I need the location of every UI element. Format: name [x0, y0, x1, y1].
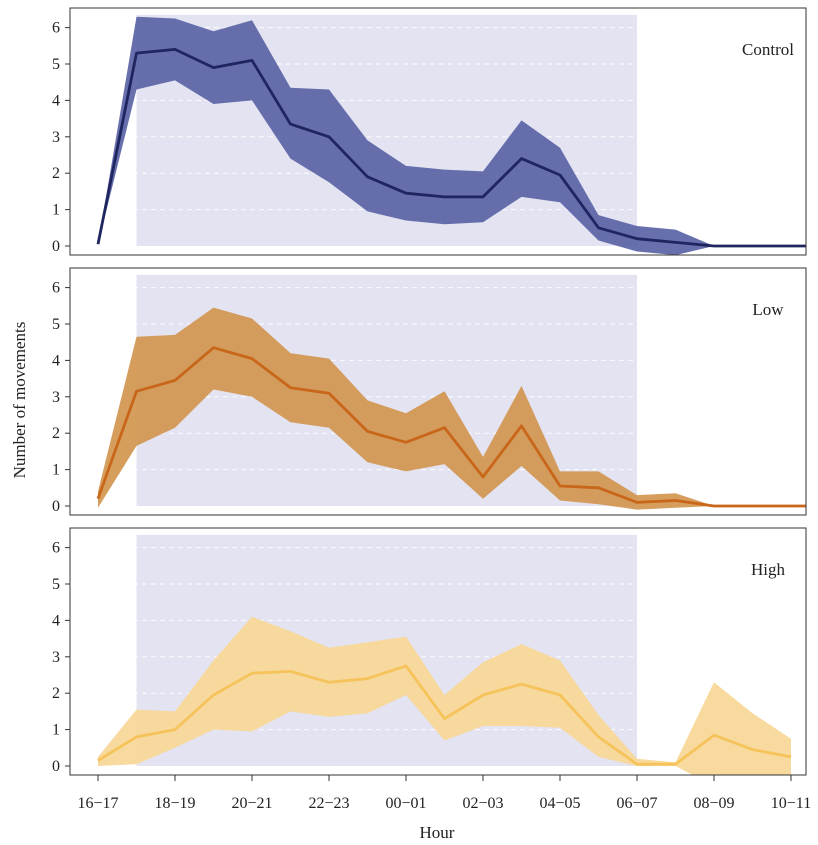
y-tick-label: 5 [52, 316, 60, 333]
y-tick-label: 4 [52, 352, 60, 369]
panel-label: High [751, 560, 786, 579]
x-tick-label: 18−19 [154, 795, 195, 812]
confidence-band [98, 616, 791, 775]
y-tick-label: 2 [52, 165, 60, 182]
y-tick-label: 0 [52, 758, 60, 775]
panel-control: 0 1 2 3 4 5 6 Control [52, 7, 807, 256]
confidence-band [98, 307, 806, 510]
y-tick-label: 3 [52, 649, 60, 666]
panel-label: Control [742, 40, 794, 59]
y-tick-label: 4 [52, 612, 60, 629]
mean-line [96, 48, 806, 248]
confidence-band [98, 16, 806, 255]
x-tick-label: 00−01 [385, 795, 426, 812]
y-tick-label: 2 [52, 685, 60, 702]
x-tick-label: 10−11 [771, 795, 811, 812]
y-tick-label: 3 [52, 389, 60, 406]
x-tick-label: 20−21 [231, 795, 272, 812]
y-tick-label: 0 [52, 498, 60, 515]
y-tick-label: 3 [52, 129, 60, 146]
y-tick-label: 6 [52, 540, 60, 557]
panel-low: 0 1 2 3 4 5 6 Low [52, 267, 807, 516]
panel-frame [69, 527, 807, 776]
y-tick-label: 4 [52, 92, 60, 109]
mean-line [96, 346, 806, 508]
y-tick-label: 2 [52, 425, 60, 442]
x-tick-label: 16−17 [77, 795, 118, 812]
y-tick-label: 5 [52, 56, 60, 73]
x-tick-label: 06−07 [616, 795, 657, 812]
y-tick-label: 1 [52, 462, 60, 479]
y-tick-label: 6 [52, 280, 60, 297]
x-tick-label: 02−03 [462, 795, 503, 812]
mean-line [97, 664, 792, 766]
x-tick-label: 08−09 [693, 795, 734, 812]
x-tick-label: 04−05 [539, 795, 580, 812]
panel-frame [69, 7, 807, 256]
y-tick-label: 1 [52, 202, 60, 219]
y-axis-title: Number of movements [10, 322, 29, 479]
panel-frame [69, 267, 807, 516]
panel-label: Low [752, 300, 784, 319]
y-tick-label: 0 [52, 238, 60, 255]
y-tick-label: 5 [52, 576, 60, 593]
y-tick-label: 6 [52, 20, 60, 37]
panel-high: 0 1 2 3 4 5 6 High [52, 527, 807, 776]
y-tick-label: 1 [52, 722, 60, 739]
x-axis-title: Hour [420, 823, 455, 842]
x-tick-label: 22−23 [308, 795, 349, 812]
